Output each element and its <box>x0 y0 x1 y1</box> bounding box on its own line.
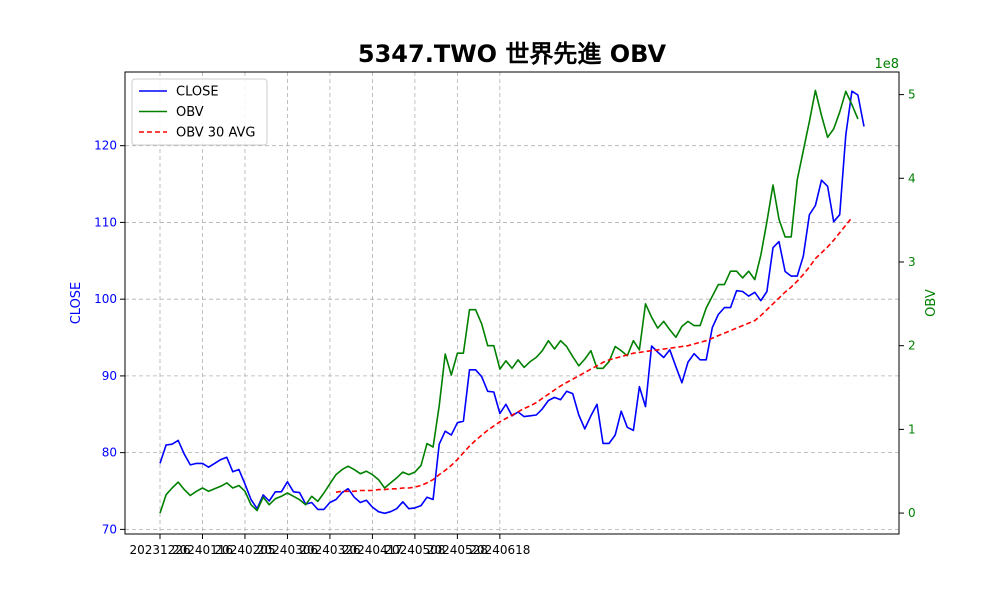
y-right-tick-label: 3 <box>908 255 916 269</box>
plot-frame <box>124 71 900 535</box>
legend-label: CLOSE <box>176 85 219 100</box>
legend-box <box>131 78 268 146</box>
x-tick-label: 20240306 <box>257 543 318 557</box>
x-tick-label: 20240417 <box>342 543 403 557</box>
y-left-tick-label: 70 <box>102 522 117 536</box>
legend-label: OBV 30 AVG <box>176 126 255 141</box>
y-right-tick-label: 0 <box>908 506 916 520</box>
y-axis-right: 0 1 2 3 4 5 <box>899 88 916 520</box>
legend: CLOSE OBV OBV 30 AVG <box>131 78 268 146</box>
y-left-tick-label: 110 <box>94 215 117 229</box>
y-left-tick-label: 100 <box>94 292 117 306</box>
x-axis: 2023122620240116202402052024030620240326… <box>129 534 530 557</box>
x-tick-label: 20240205 <box>214 543 275 557</box>
y-axis-left: 70 80 90 100 110 120 <box>94 139 125 536</box>
y-left-tick-label: 120 <box>94 139 117 153</box>
plot-series <box>159 89 865 515</box>
x-tick-label: 20240618 <box>469 543 530 557</box>
y-right-tick-label: 5 <box>908 88 916 102</box>
x-tick-label: 20240508 <box>384 543 445 557</box>
legend-label: OBV <box>176 105 204 120</box>
x-tick-label: 20240326 <box>299 543 360 557</box>
obv-line <box>159 89 859 514</box>
y-right-tick-label: 2 <box>908 339 916 353</box>
right-axis-multiplier: 1e8 <box>874 57 899 72</box>
y-left-tick-label: 90 <box>102 369 117 383</box>
y-left-tick-label: 80 <box>102 446 117 460</box>
y-right-tick-label: 1 <box>908 422 916 436</box>
y-axis-left-label: CLOSE <box>69 282 84 325</box>
y-axis-right-label: OBV <box>924 289 939 317</box>
close-line <box>159 90 865 515</box>
x-tick-label: 20231226 <box>129 543 190 557</box>
chart-title: 5347.TWO 世界先進 OBV <box>358 40 667 68</box>
y-right-tick-label: 4 <box>908 171 916 185</box>
grid-lines <box>125 72 899 534</box>
obv-30-avg-line <box>335 217 853 493</box>
x-tick-label: 20240116 <box>172 543 233 557</box>
x-tick-label: 20240528 <box>427 543 488 557</box>
